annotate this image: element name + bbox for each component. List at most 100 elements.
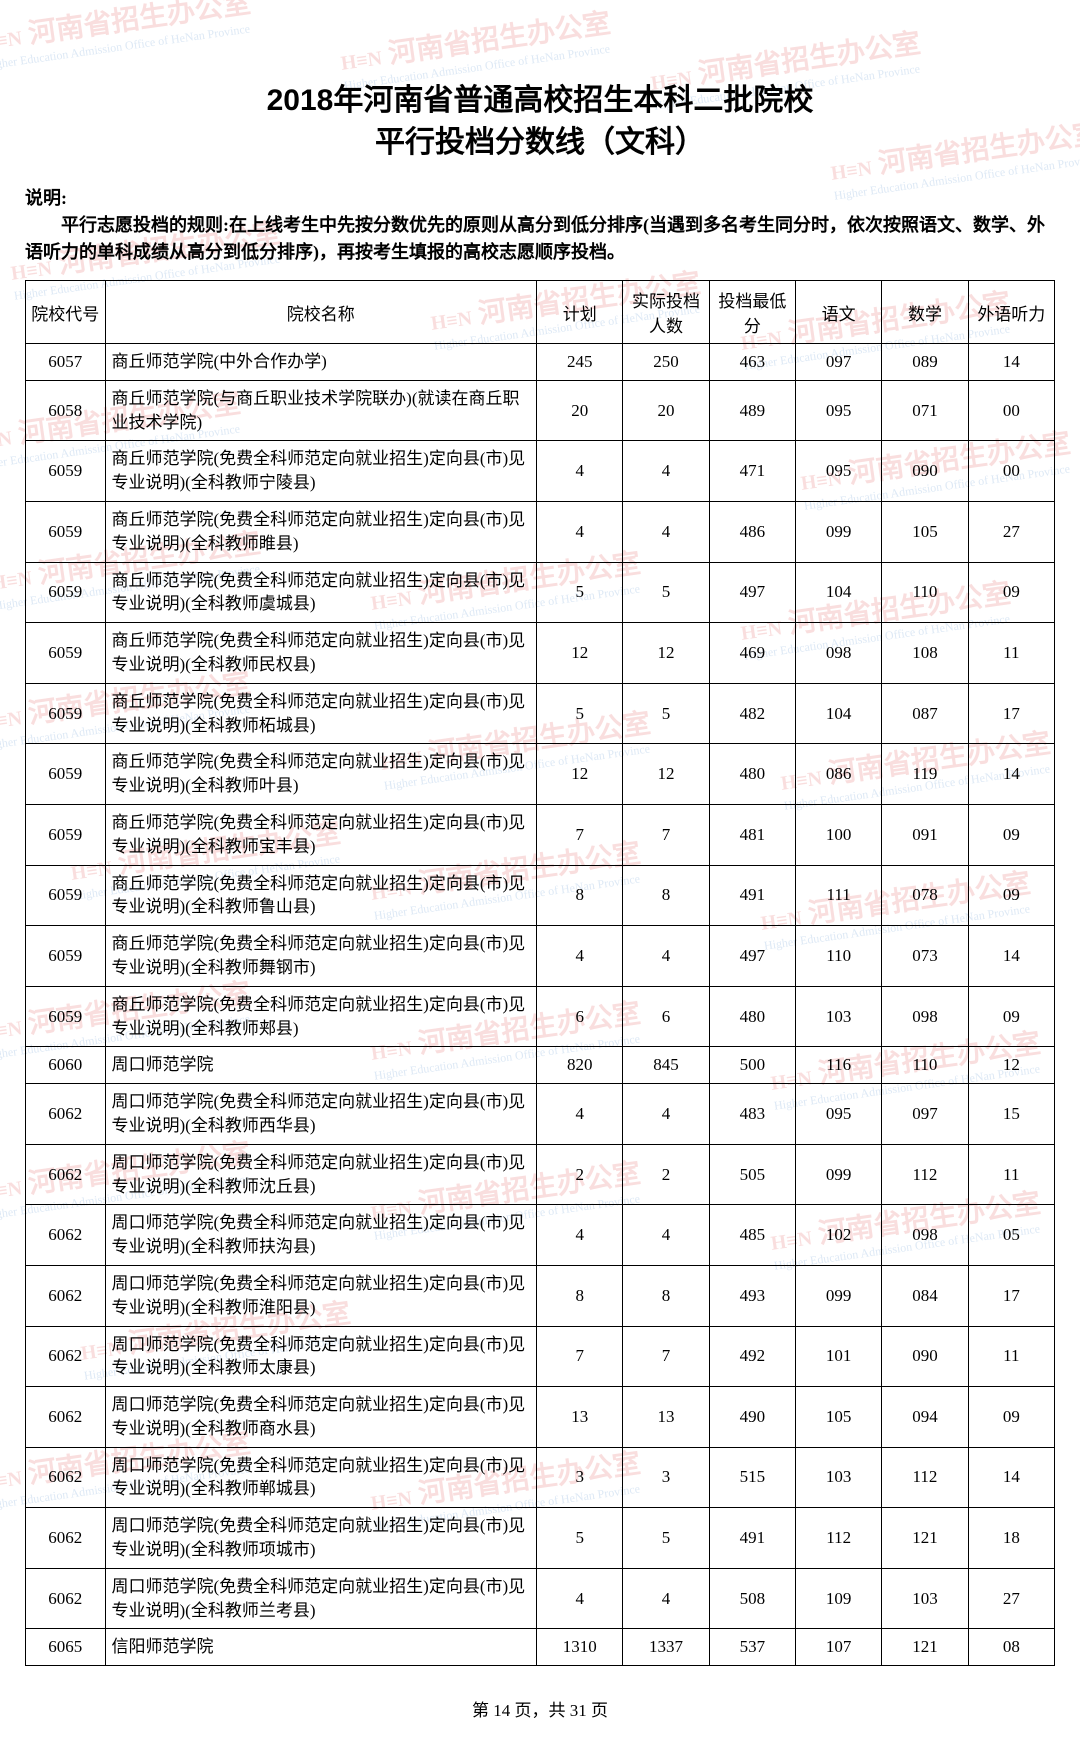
cell-plan: 245 [537,344,623,381]
cell-min: 515 [709,1447,795,1508]
cell-listening: 09 [968,865,1054,926]
cell-math: 121 [882,1629,968,1666]
cell-plan: 13 [537,1387,623,1448]
cell-listening: 09 [968,562,1054,623]
cell-math: 112 [882,1447,968,1508]
document-page: 2018年河南省普通高校招生本科二批院校 平行投档分数线（文科） 说明: 平行志… [0,0,1080,1761]
cell-math: 105 [882,501,968,562]
cell-chinese: 112 [796,1508,882,1569]
table-row: 6065 信阳师范学院 1310 1337 537 107 121 08 [26,1629,1055,1666]
table-row: 6062 周口师范学院(免费全科师范定向就业招生)定向县(市)见专业说明)(全科… [26,1265,1055,1326]
cell-code: 6058 [26,380,106,441]
header-code: 院校代号 [26,281,106,344]
cell-math: 112 [882,1144,968,1205]
cell-chinese: 095 [796,380,882,441]
header-name: 院校名称 [105,281,537,344]
cell-math: 097 [882,1084,968,1145]
cell-actual: 5 [623,562,709,623]
cell-code: 6062 [26,1568,106,1629]
table-row: 6062 周口师范学院(免费全科师范定向就业招生)定向县(市)见专业说明)(全科… [26,1447,1055,1508]
table-row: 6059 商丘师范学院(免费全科师范定向就业招生)定向县(市)见专业说明)(全科… [26,986,1055,1047]
table-row: 6062 周口师范学院(免费全科师范定向就业招生)定向县(市)见专业说明)(全科… [26,1387,1055,1448]
cell-chinese: 104 [796,683,882,744]
table-row: 6059 商丘师范学院(免费全科师范定向就业招生)定向县(市)见专业说明)(全科… [26,744,1055,805]
cell-plan: 4 [537,501,623,562]
cell-chinese: 099 [796,1144,882,1205]
cell-min: 490 [709,1387,795,1448]
table-row: 6059 商丘师范学院(免费全科师范定向就业招生)定向县(市)见专业说明)(全科… [26,683,1055,744]
cell-listening: 09 [968,1387,1054,1448]
cell-name: 商丘师范学院(免费全科师范定向就业招生)定向县(市)见专业说明)(全科教师宁陵县… [105,441,537,502]
cell-name: 商丘师范学院(免费全科师范定向就业招生)定向县(市)见专业说明)(全科教师民权县… [105,623,537,684]
header-listening: 外语听力 [968,281,1054,344]
cell-chinese: 098 [796,623,882,684]
cell-min: 489 [709,380,795,441]
cell-min: 485 [709,1205,795,1266]
cell-actual: 7 [623,1326,709,1387]
cell-chinese: 103 [796,986,882,1047]
table-row: 6062 周口师范学院(免费全科师范定向就业招生)定向县(市)见专业说明)(全科… [26,1568,1055,1629]
cell-plan: 5 [537,683,623,744]
cell-name: 商丘师范学院(免费全科师范定向就业招生)定向县(市)见专业说明)(全科教师鲁山县… [105,865,537,926]
cell-min: 481 [709,804,795,865]
cell-code: 6059 [26,926,106,987]
cell-min: 493 [709,1265,795,1326]
header-minscore: 投档最低分 [709,281,795,344]
cell-name: 商丘师范学院(免费全科师范定向就业招生)定向县(市)见专业说明)(全科教师郏县) [105,986,537,1047]
cell-code: 6059 [26,501,106,562]
cell-name: 周口师范学院(免费全科师范定向就业招生)定向县(市)见专业说明)(全科教师淮阳县… [105,1265,537,1326]
cell-min: 480 [709,744,795,805]
cell-actual: 8 [623,865,709,926]
cell-code: 6062 [26,1508,106,1569]
table-row: 6062 周口师范学院(免费全科师范定向就业招生)定向县(市)见专业说明)(全科… [26,1144,1055,1205]
header-math: 数学 [882,281,968,344]
cell-plan: 5 [537,1508,623,1569]
table-row: 6058 商丘师范学院(与商丘职业技术学院联办)(就读在商丘职业技术学院) 20… [26,380,1055,441]
cell-name: 周口师范学院(免费全科师范定向就业招生)定向县(市)见专业说明)(全科教师太康县… [105,1326,537,1387]
cell-plan: 4 [537,1205,623,1266]
cell-code: 6059 [26,744,106,805]
cell-actual: 6 [623,986,709,1047]
cell-math: 098 [882,986,968,1047]
cell-chinese: 102 [796,1205,882,1266]
cell-listening: 14 [968,344,1054,381]
cell-math: 110 [882,1047,968,1084]
cell-min: 463 [709,344,795,381]
cell-name: 周口师范学院 [105,1047,537,1084]
cell-chinese: 100 [796,804,882,865]
table-row: 6059 商丘师范学院(免费全科师范定向就业招生)定向县(市)见专业说明)(全科… [26,926,1055,987]
cell-chinese: 099 [796,501,882,562]
cell-min: 486 [709,501,795,562]
cell-chinese: 104 [796,562,882,623]
cell-min: 483 [709,1084,795,1145]
table-row: 6059 商丘师范学院(免费全科师范定向就业招生)定向县(市)见专业说明)(全科… [26,865,1055,926]
cell-name: 商丘师范学院(免费全科师范定向就业招生)定向县(市)见专业说明)(全科教师舞钢市… [105,926,537,987]
cell-name: 商丘师范学院(免费全科师范定向就业招生)定向县(市)见专业说明)(全科教师叶县) [105,744,537,805]
cell-code: 6059 [26,562,106,623]
title-line-2: 平行投档分数线（文科） [25,122,1055,164]
cell-math: 089 [882,344,968,381]
cell-plan: 7 [537,1326,623,1387]
cell-actual: 2 [623,1144,709,1205]
cell-name: 商丘师范学院(免费全科师范定向就业招生)定向县(市)见专业说明)(全科教师宝丰县… [105,804,537,865]
cell-name: 商丘师范学院(免费全科师范定向就业招生)定向县(市)见专业说明)(全科教师柘城县… [105,683,537,744]
cell-min: 492 [709,1326,795,1387]
cell-math: 078 [882,865,968,926]
cell-min: 469 [709,623,795,684]
cell-listening: 18 [968,1508,1054,1569]
cell-chinese: 116 [796,1047,882,1084]
cell-actual: 12 [623,744,709,805]
cell-chinese: 103 [796,1447,882,1508]
cell-math: 121 [882,1508,968,1569]
cell-name: 信阳师范学院 [105,1629,537,1666]
cell-plan: 4 [537,926,623,987]
cell-actual: 12 [623,623,709,684]
cell-listening: 08 [968,1629,1054,1666]
cell-math: 103 [882,1568,968,1629]
cell-listening: 14 [968,744,1054,805]
table-header-row: 院校代号 院校名称 计划 实际投档人数 投档最低分 语文 数学 外语听力 [26,281,1055,344]
cell-math: 073 [882,926,968,987]
score-table: 院校代号 院校名称 计划 实际投档人数 投档最低分 语文 数学 外语听力 605… [25,280,1055,1666]
table-row: 6062 周口师范学院(免费全科师范定向就业招生)定向县(市)见专业说明)(全科… [26,1326,1055,1387]
cell-actual: 845 [623,1047,709,1084]
